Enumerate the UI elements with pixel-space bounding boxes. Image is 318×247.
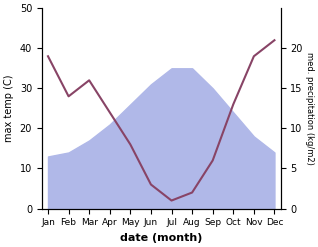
Y-axis label: med. precipitation (kg/m2): med. precipitation (kg/m2) — [305, 52, 314, 165]
X-axis label: date (month): date (month) — [120, 233, 203, 243]
Y-axis label: max temp (C): max temp (C) — [4, 75, 14, 142]
